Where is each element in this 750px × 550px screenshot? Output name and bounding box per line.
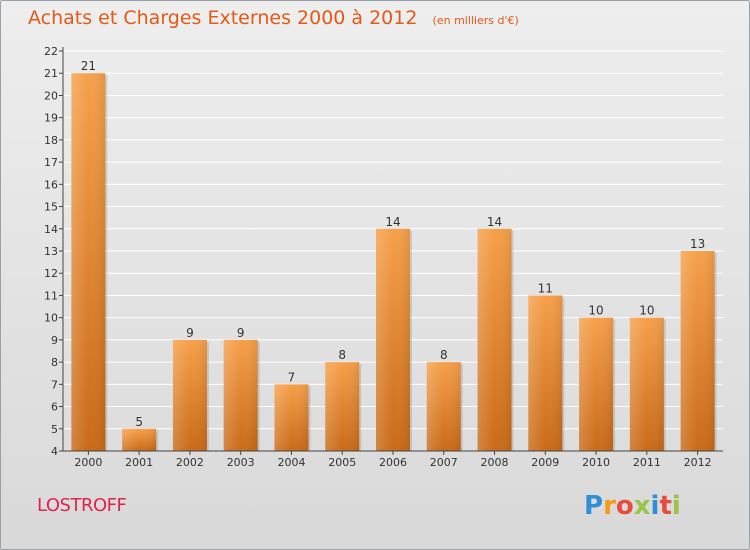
bar-sheen [325,362,360,451]
brand-letter: i [650,491,660,521]
y-tick-label: 19 [44,112,58,125]
x-tick-label: 2003 [227,456,255,469]
y-tick-label: 10 [44,312,58,325]
brand-letter: r [603,491,616,521]
y-tick-label: 22 [44,45,58,58]
label-layer: 4 5 6 7 8 9 10 11 12 13 14 15 16 17 18 19 20 21 22 21 2000 5 2… [44,45,712,469]
x-tick-label: 2001 [125,456,153,469]
data-label: 10 [588,304,603,318]
y-tick-label: 13 [44,245,58,258]
brand-letter: P [584,491,604,521]
x-tick-label: 2002 [176,456,204,469]
chart-subtitle: (en milliers d'€) [432,14,519,27]
bar-sheen [680,251,715,451]
data-label: 14 [385,215,400,229]
y-tick-label: 16 [44,178,58,191]
y-tick-label: 5 [51,423,58,436]
x-tick-label: 2004 [277,456,305,469]
y-tick-label: 4 [51,445,58,458]
bar-sheen [122,428,157,451]
bar-sheen [223,339,258,451]
y-tick-label: 8 [51,356,58,369]
data-label: 11 [538,281,553,295]
bar-sheen [477,228,512,451]
bar-sheen [71,73,106,451]
y-tick-label: 6 [51,401,58,414]
brand-logo[interactable]: Proxiti [584,491,681,521]
x-tick-label: 2009 [531,456,559,469]
title-row: Achats et Charges Externes 2000 à 2012 (… [28,7,519,29]
brand-letter: i [671,491,681,521]
x-tick-label: 2007 [430,456,458,469]
data-label: 7 [288,370,296,384]
y-tick-label: 21 [44,67,58,80]
bar-sheen [579,317,614,451]
x-tick-label: 2006 [379,456,407,469]
data-label: 21 [81,59,96,73]
x-tick-label: 2000 [74,456,102,469]
x-tick-label: 2010 [582,456,610,469]
bar-sheen [629,317,664,451]
x-tick-label: 2012 [684,456,712,469]
brand-letter: o [615,491,634,521]
y-tick-label: 17 [44,156,58,169]
y-tick-label: 7 [51,378,58,391]
bar-sheen [528,295,563,451]
bar-sheen [426,362,461,451]
x-tick-label: 2005 [328,456,356,469]
commune-name: LOSTROFF [37,495,127,516]
bar-sheen [376,228,410,451]
data-label: 14 [487,215,502,229]
brand-letter: t [659,491,672,521]
y-tick-label: 15 [44,201,58,214]
x-tick-label: 2008 [481,456,509,469]
x-tick-label: 2011 [633,456,661,469]
y-tick-label: 11 [44,289,58,302]
y-tick-label: 9 [51,334,58,347]
y-tick-label: 18 [44,134,58,147]
data-label: 9 [186,326,194,340]
data-label: 13 [690,237,705,251]
data-label: 9 [237,326,245,340]
y-tick-label: 12 [44,267,58,280]
axis-layer [59,47,723,455]
data-label: 5 [135,415,143,429]
y-tick-label: 14 [44,223,58,236]
brand-letter: x [633,491,651,521]
bar-sheen [274,384,309,451]
bar-layer [71,73,717,451]
chart-title: Achats et Charges Externes 2000 à 2012 [28,7,418,29]
data-label: 8 [338,348,346,362]
y-tick-label: 20 [44,89,58,102]
data-label: 8 [440,348,448,362]
bar-sheen [172,339,207,451]
data-label: 10 [639,304,654,318]
